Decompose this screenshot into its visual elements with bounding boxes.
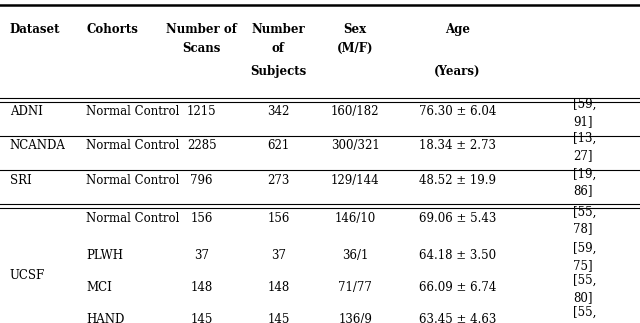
Text: 621: 621	[268, 139, 289, 152]
Text: Dataset: Dataset	[10, 23, 60, 36]
Text: Normal Control: Normal Control	[86, 213, 180, 225]
Text: (Years): (Years)	[435, 65, 481, 78]
Text: 148: 148	[268, 281, 289, 294]
Text: 129/144: 129/144	[331, 174, 380, 187]
Text: [13,: [13,	[573, 132, 596, 145]
Text: [59,: [59,	[573, 98, 596, 111]
Text: of: of	[272, 42, 285, 55]
Text: Sex: Sex	[344, 23, 367, 36]
Text: 36/1: 36/1	[342, 249, 369, 262]
Text: 75]: 75]	[573, 259, 593, 272]
Text: 69.06 ± 5.43: 69.06 ± 5.43	[419, 213, 496, 225]
Text: 64.18 ± 3.50: 64.18 ± 3.50	[419, 249, 496, 262]
Text: 1215: 1215	[187, 105, 216, 118]
Text: SRI: SRI	[10, 174, 31, 187]
Text: 796: 796	[190, 174, 213, 187]
Text: Subjects: Subjects	[250, 65, 307, 78]
Text: 148: 148	[191, 281, 212, 294]
Text: 37: 37	[271, 249, 286, 262]
Text: 37: 37	[194, 249, 209, 262]
Text: 66.09 ± 6.74: 66.09 ± 6.74	[419, 281, 496, 294]
Text: 78]: 78]	[573, 223, 592, 235]
Text: 160/182: 160/182	[331, 105, 380, 118]
Text: 76.30 ± 6.04: 76.30 ± 6.04	[419, 105, 496, 118]
Text: 342: 342	[268, 105, 289, 118]
Text: 146/10: 146/10	[335, 213, 376, 225]
Text: Normal Control: Normal Control	[86, 139, 180, 152]
Text: [55,: [55,	[573, 274, 596, 287]
Text: Cohorts: Cohorts	[86, 23, 138, 36]
Text: 136/9: 136/9	[339, 313, 372, 323]
Text: Scans: Scans	[182, 42, 221, 55]
Text: (M/F): (M/F)	[337, 42, 374, 55]
Text: 48.52 ± 19.9: 48.52 ± 19.9	[419, 174, 496, 187]
Text: Normal Control: Normal Control	[86, 174, 180, 187]
Text: 80]: 80]	[573, 291, 592, 304]
Text: 273: 273	[268, 174, 289, 187]
Text: 86]: 86]	[573, 184, 592, 197]
Text: [55,: [55,	[573, 306, 596, 319]
Text: Number of: Number of	[166, 23, 237, 36]
Text: 300/321: 300/321	[331, 139, 380, 152]
Text: Number: Number	[252, 23, 305, 36]
Text: ADNI: ADNI	[10, 105, 42, 118]
Text: 145: 145	[268, 313, 289, 323]
Text: NCANDA: NCANDA	[10, 139, 65, 152]
Text: 2285: 2285	[187, 139, 216, 152]
Text: [59,: [59,	[573, 242, 596, 255]
Text: Age: Age	[445, 23, 470, 36]
Text: 91]: 91]	[573, 115, 592, 128]
Text: [19,: [19,	[573, 168, 596, 181]
Text: 156: 156	[191, 213, 212, 225]
Text: 18.34 ± 2.73: 18.34 ± 2.73	[419, 139, 496, 152]
Text: UCSF: UCSF	[10, 269, 45, 282]
Text: HAND: HAND	[86, 313, 125, 323]
Text: 63.45 ± 4.63: 63.45 ± 4.63	[419, 313, 496, 323]
Text: MCI: MCI	[86, 281, 112, 294]
Text: Normal Control: Normal Control	[86, 105, 180, 118]
Text: 156: 156	[268, 213, 289, 225]
Text: [55,: [55,	[573, 206, 596, 219]
Text: 71/77: 71/77	[339, 281, 372, 294]
Text: 27]: 27]	[573, 149, 592, 162]
Text: 145: 145	[191, 313, 212, 323]
Text: PLWH: PLWH	[86, 249, 124, 262]
